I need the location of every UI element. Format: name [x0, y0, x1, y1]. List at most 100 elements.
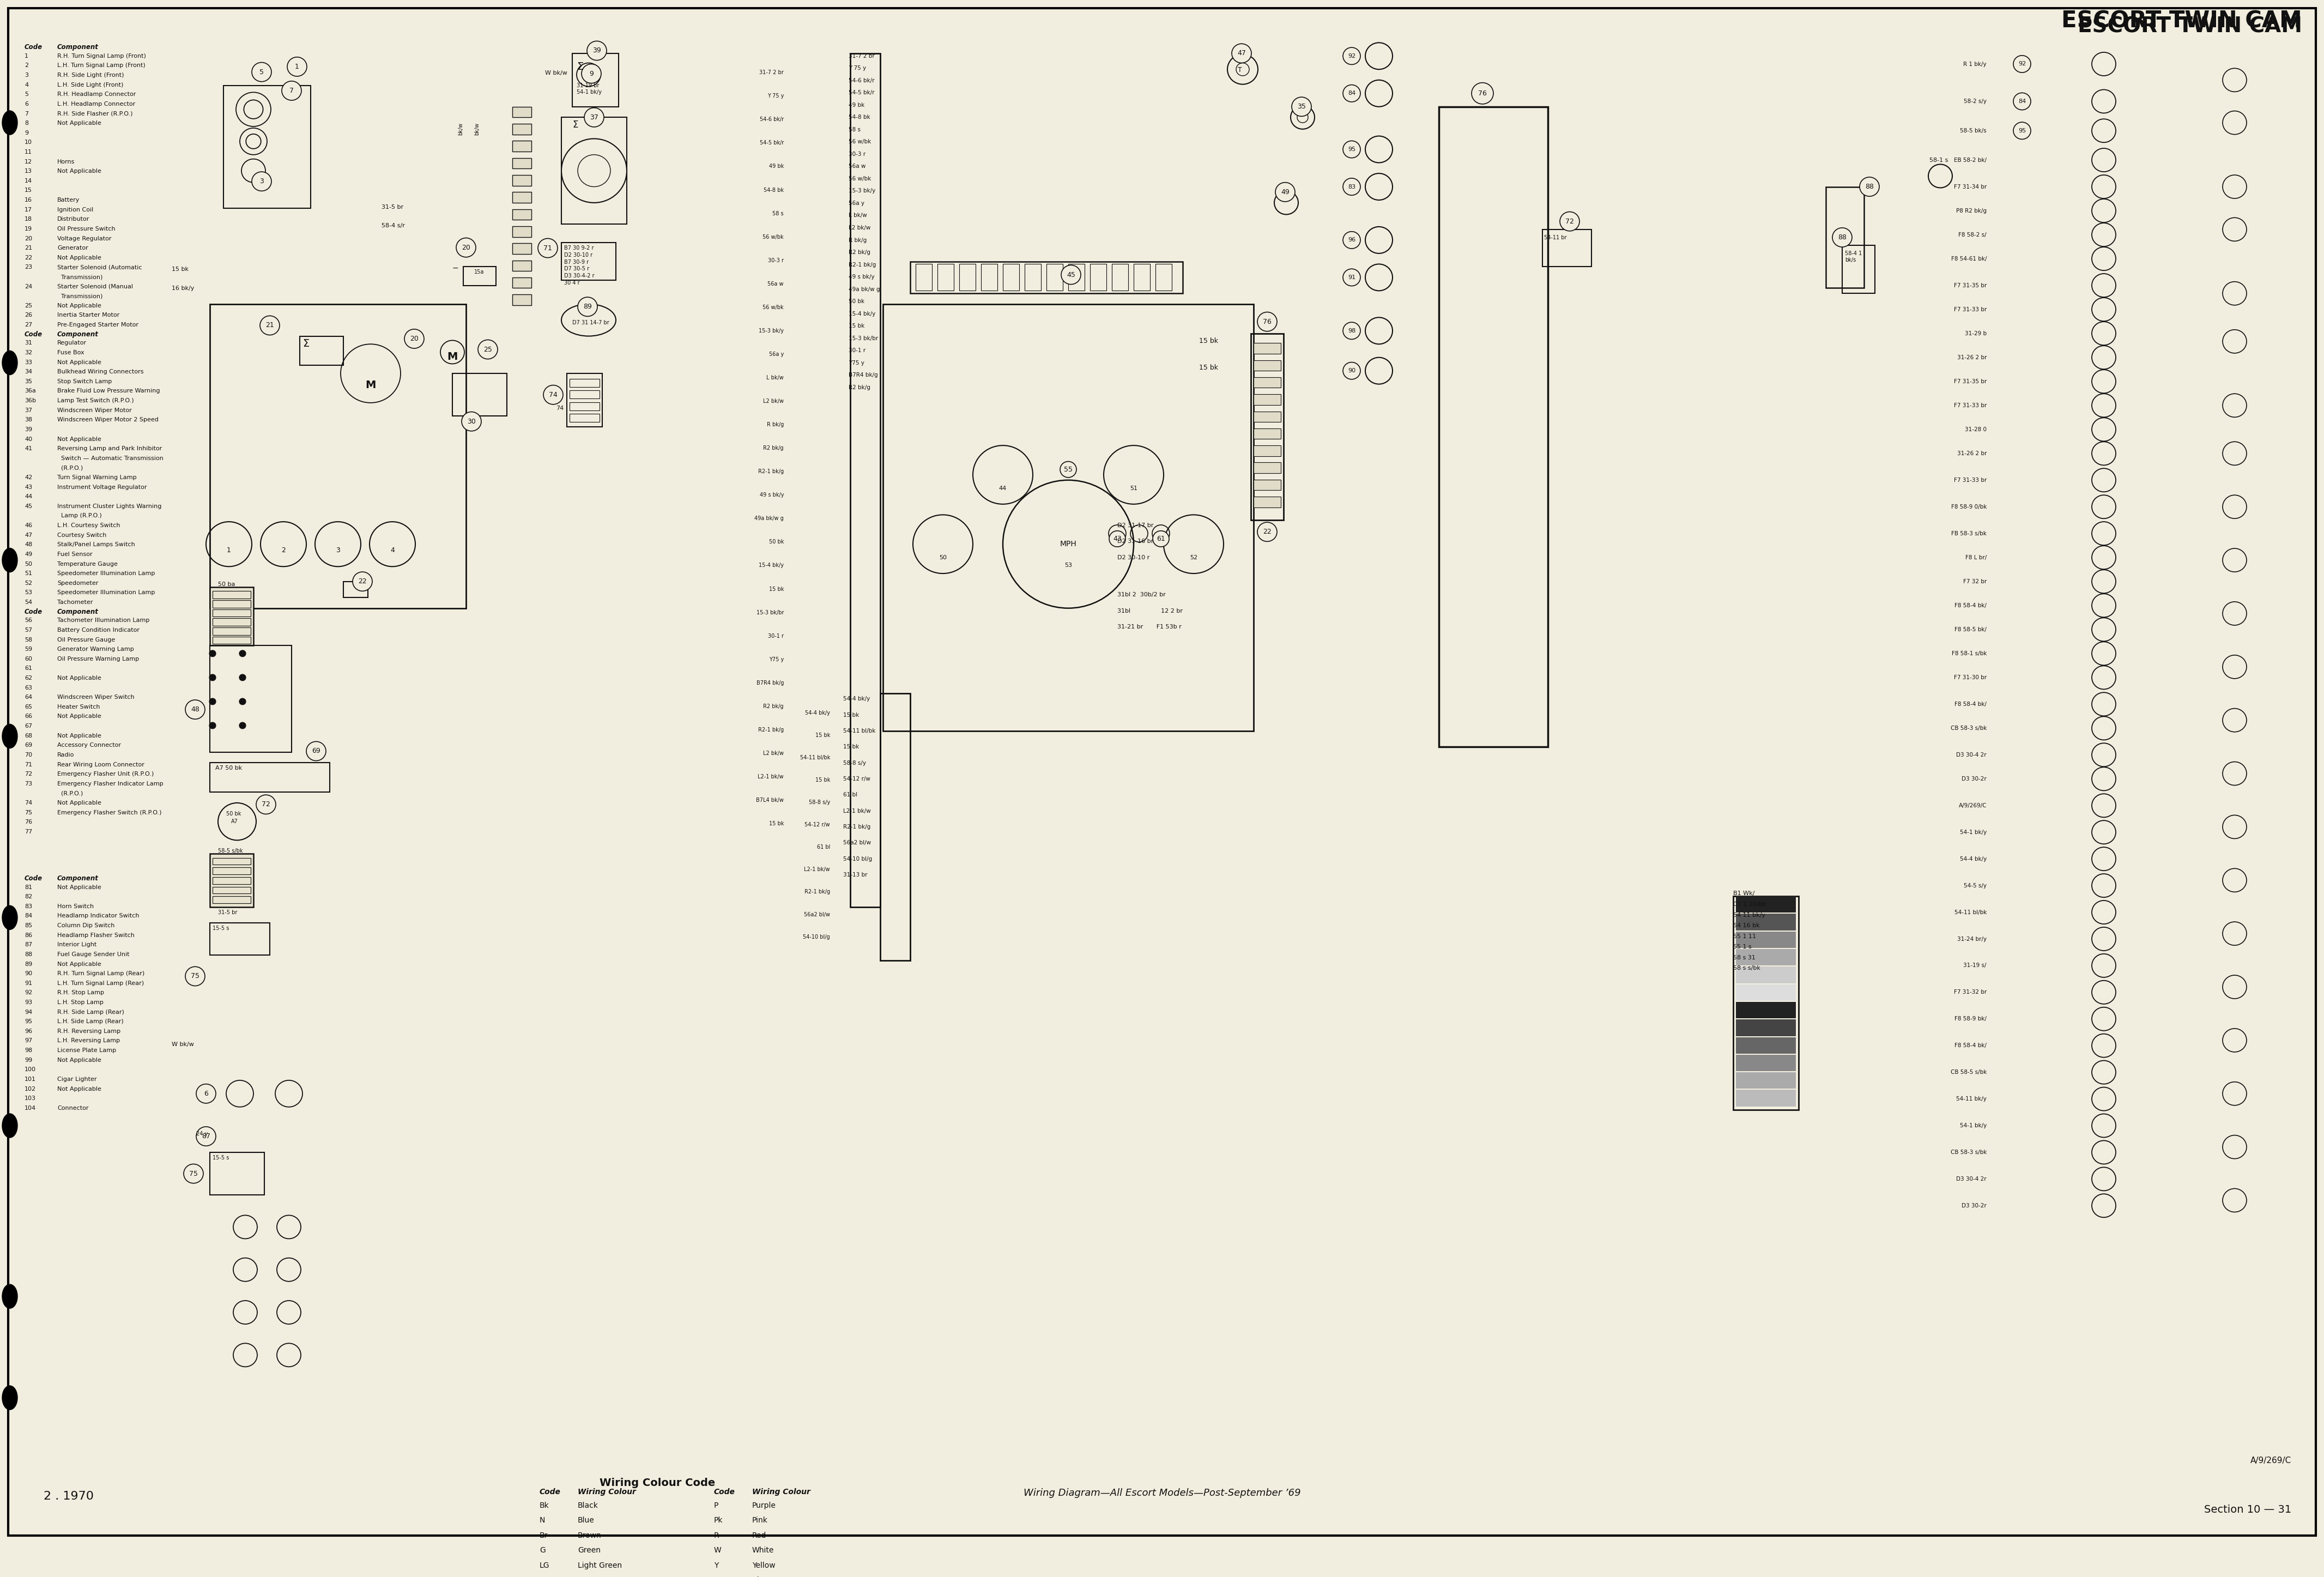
Bar — [1736, 949, 1796, 965]
Text: Not Applicable: Not Applicable — [58, 303, 102, 309]
Circle shape — [2092, 1140, 2115, 1164]
Circle shape — [239, 650, 246, 656]
Text: 49 bk: 49 bk — [848, 103, 865, 107]
Text: 4: 4 — [390, 547, 395, 554]
Circle shape — [251, 172, 272, 191]
Text: Σ: Σ — [302, 339, 309, 349]
Text: Purple: Purple — [753, 1501, 776, 1509]
Text: 71: 71 — [544, 244, 553, 252]
Text: 74: 74 — [548, 391, 558, 399]
Text: R: R — [713, 1531, 718, 1539]
Bar — [569, 378, 600, 386]
Text: 49a bk/w g: 49a bk/w g — [848, 287, 881, 292]
Text: Not Applicable: Not Applicable — [58, 800, 102, 806]
Text: 1: 1 — [26, 54, 28, 58]
Text: 56a w: 56a w — [767, 281, 783, 287]
Text: Heater Switch: Heater Switch — [58, 705, 100, 710]
Text: C1 1 10/bk: C1 1 10/bk — [1734, 902, 1766, 907]
Text: Courtesy Switch: Courtesy Switch — [58, 533, 107, 538]
Text: Not Applicable: Not Applicable — [58, 733, 102, 738]
Circle shape — [184, 1164, 202, 1183]
Text: Windscreen Wiper Motor 2 Speed: Windscreen Wiper Motor 2 Speed — [58, 418, 158, 423]
Text: Oil Pressure Switch: Oil Pressure Switch — [58, 226, 116, 232]
Bar — [209, 853, 253, 907]
Text: ESCORT TWIN CAM: ESCORT TWIN CAM — [2061, 9, 2303, 33]
Text: 49: 49 — [1281, 189, 1290, 196]
Text: 30-3 r: 30-3 r — [848, 151, 865, 158]
Text: Component: Component — [58, 875, 98, 882]
Text: F8 58-4 bk/: F8 58-4 bk/ — [1954, 702, 1987, 706]
Bar — [1046, 263, 1062, 290]
Text: 54-10 bl/g: 54-10 bl/g — [844, 856, 872, 861]
Bar — [1736, 1019, 1796, 1036]
Text: 45: 45 — [26, 503, 33, 509]
Text: 58-2 s/y: 58-2 s/y — [1964, 99, 1987, 104]
Text: 97: 97 — [26, 1038, 33, 1044]
Bar — [511, 243, 532, 254]
Circle shape — [2092, 442, 2115, 465]
Text: D2 31-16 br: D2 31-16 br — [1118, 539, 1153, 544]
Text: T: T — [1239, 66, 1241, 74]
Bar — [1253, 394, 1281, 405]
Circle shape — [2092, 546, 2115, 569]
Text: 47: 47 — [1236, 50, 1246, 57]
Bar — [462, 267, 495, 285]
Circle shape — [209, 650, 216, 656]
Text: 1: 1 — [228, 547, 230, 554]
Bar — [511, 210, 532, 219]
Circle shape — [1343, 322, 1360, 339]
Bar — [1736, 896, 1796, 913]
Bar — [572, 54, 618, 107]
Text: Wiring Colour: Wiring Colour — [579, 1489, 637, 1497]
Text: 20: 20 — [409, 336, 418, 342]
Text: Not Applicable: Not Applicable — [58, 1087, 102, 1091]
Text: 13: 13 — [26, 169, 33, 173]
Text: Code: Code — [539, 1489, 560, 1497]
Text: 77: 77 — [26, 830, 33, 834]
Bar — [1736, 967, 1796, 982]
Text: Not Applicable: Not Applicable — [58, 962, 102, 967]
Text: L.H. Side Light (Front): L.H. Side Light (Front) — [58, 82, 123, 88]
Text: 31bl 2  30b/2 br: 31bl 2 30b/2 br — [1118, 591, 1167, 598]
Text: 56 w/bk: 56 w/bk — [762, 235, 783, 240]
Text: R bk/g: R bk/g — [848, 238, 867, 243]
Text: 50: 50 — [939, 555, 946, 560]
Circle shape — [2092, 1087, 2115, 1110]
Circle shape — [239, 722, 246, 729]
Bar — [1736, 1072, 1796, 1088]
Text: R2-1 bk/g: R2-1 bk/g — [804, 889, 830, 894]
Bar — [211, 618, 251, 626]
Text: 90: 90 — [26, 971, 33, 976]
Text: D2 31-17 br: D2 31-17 br — [1118, 524, 1153, 528]
Bar — [1004, 263, 1020, 290]
Circle shape — [1153, 531, 1169, 547]
Text: −: − — [453, 263, 458, 271]
Text: Wiring Diagram—All Escort Models—Post-September ’69: Wiring Diagram—All Escort Models—Post-Se… — [1023, 1489, 1301, 1498]
Bar — [1253, 445, 1281, 456]
Text: 4: 4 — [26, 82, 28, 88]
Ellipse shape — [2, 1113, 19, 1137]
Text: 17: 17 — [26, 207, 33, 213]
Text: 36a: 36a — [26, 388, 35, 394]
Circle shape — [2013, 93, 2031, 110]
Circle shape — [2092, 900, 2115, 924]
Text: 48: 48 — [26, 542, 33, 547]
Text: 54-11 bl/bk: 54-11 bl/bk — [799, 755, 830, 760]
Circle shape — [2092, 175, 2115, 199]
Ellipse shape — [2, 1284, 19, 1309]
Text: 87: 87 — [202, 1132, 211, 1140]
Text: 50 bk: 50 bk — [769, 539, 783, 544]
Text: 15 bk: 15 bk — [848, 323, 865, 328]
Text: 50 bk: 50 bk — [225, 811, 242, 817]
Text: 40: 40 — [26, 437, 33, 442]
Text: 49a bk/w g: 49a bk/w g — [755, 516, 783, 522]
Text: Windscreen Wiper Switch: Windscreen Wiper Switch — [58, 694, 135, 700]
Circle shape — [2092, 90, 2115, 114]
Text: R2-1 bk/g: R2-1 bk/g — [758, 727, 783, 733]
Text: F7 31-33 br: F7 31-33 br — [1954, 308, 1987, 312]
Text: CB 58-5 s/bk: CB 58-5 s/bk — [1950, 1069, 1987, 1076]
Text: 44: 44 — [26, 494, 33, 500]
Text: 89: 89 — [26, 962, 33, 967]
Text: Emergency Flasher Unit (R.P.O.): Emergency Flasher Unit (R.P.O.) — [58, 771, 153, 777]
Bar — [1253, 377, 1281, 388]
